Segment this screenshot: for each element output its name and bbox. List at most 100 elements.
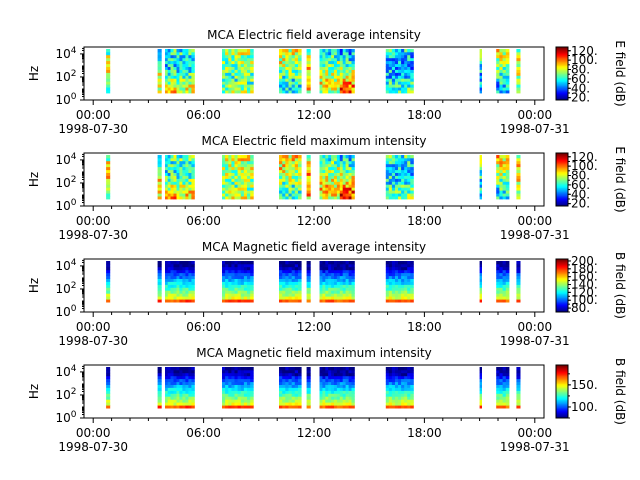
spectrogram-cell: [279, 175, 283, 179]
spectrogram-cell: [328, 269, 332, 274]
spectrogram-cell: [404, 266, 408, 271]
spectrogram-cell: [479, 390, 482, 394]
spectrogram-cell: [385, 375, 390, 380]
spectrogram-cell: [191, 184, 195, 188]
spectrogram-cell: [182, 375, 186, 380]
spectrogram-cell: [298, 155, 302, 159]
spectrogram-cell: [410, 261, 414, 265]
spectrogram-cell: [231, 299, 235, 303]
spectrogram-cell: [250, 372, 254, 377]
spectrogram-cell: [404, 272, 408, 277]
spectrogram-cell: [231, 405, 235, 409]
spectrogram-cell: [298, 87, 302, 91]
spectrogram-cell: [240, 384, 245, 388]
spectrogram-cell: [191, 84, 195, 88]
spectrogram-cell: [282, 290, 286, 294]
spectrogram-cell: [404, 190, 408, 194]
spectrogram-cell: [243, 155, 248, 159]
spectrogram-cell: [228, 390, 232, 394]
spectrogram-cell: [165, 169, 169, 173]
spectrogram-cell: [243, 284, 248, 288]
spectrogram-cell: [165, 399, 169, 403]
spectrogram-cell: [234, 287, 238, 291]
spectrogram-cell: [288, 284, 293, 288]
spectrogram-cell: [237, 281, 242, 285]
spectrogram-cell: [391, 175, 396, 179]
spectrogram-cell: [231, 196, 235, 200]
spectrogram-cell: [499, 72, 503, 76]
spectrogram-cell: [306, 272, 311, 277]
spectrogram-cell: [176, 175, 180, 179]
spectrogram-cell: [279, 172, 283, 176]
spectrogram-cell: [306, 269, 311, 274]
spectrogram-cell: [407, 384, 411, 388]
spectrogram-cell: [348, 281, 352, 285]
spectrogram-cell: [348, 160, 352, 165]
spectrogram-cell: [231, 290, 235, 294]
spectrogram-cell: [279, 290, 283, 294]
spectrogram-cell: [336, 54, 341, 59]
spectrogram-cell: [342, 299, 346, 303]
spectrogram-cell: [339, 299, 344, 303]
spectrogram-cell: [505, 193, 510, 197]
spectrogram-cell: [499, 381, 503, 385]
spectrogram-cell: [385, 369, 390, 374]
spectrogram-cell: [345, 81, 349, 85]
spectrogram-cell: [282, 272, 286, 277]
spectrogram-cell: [106, 84, 111, 88]
spectrogram-cell: [225, 381, 229, 385]
spectrogram-cell: [328, 163, 332, 168]
spectrogram-cell: [288, 375, 293, 380]
spectrogram-cell: [331, 166, 335, 171]
spectrogram-cell: [240, 81, 245, 85]
spectrogram-cell: [351, 51, 355, 56]
spectrogram-cell: [479, 49, 482, 53]
spectrogram-cell: [173, 375, 177, 380]
spectrogram-cell: [282, 157, 286, 162]
spectrogram-cell: [404, 396, 408, 400]
spectrogram-cell: [407, 369, 411, 374]
colorbar-segment: [556, 48, 568, 51]
spectrogram-cell: [385, 193, 390, 197]
spectrogram-cell: [391, 263, 396, 268]
spectrogram-cell: [285, 369, 289, 374]
colorbar-frame: [555, 46, 569, 101]
spectrogram-cell: [170, 196, 174, 200]
spectrogram-cell: [191, 390, 195, 394]
spectrogram-cell: [170, 160, 174, 165]
spectrogram-cell: [410, 49, 414, 53]
spectrogram-cell: [185, 160, 189, 165]
spectrogram-cell: [328, 281, 332, 285]
spectrogram-cell: [319, 187, 323, 191]
spectrogram-cell: [188, 378, 192, 383]
spectrogram-cell: [234, 187, 238, 191]
spectrogram-cell: [247, 75, 251, 79]
spectrogram-cell: [182, 287, 186, 291]
spectrogram-cell: [182, 396, 186, 400]
spectrogram-cell: [385, 399, 390, 403]
spectrogram-cell: [306, 384, 311, 388]
spectrogram-cell: [348, 157, 352, 162]
spectrogram-cell: [348, 284, 352, 288]
spectrogram-cell: [496, 275, 500, 279]
spectrogram-cell: [388, 287, 393, 291]
spectrogram-cell: [516, 293, 521, 297]
spectrogram-cell: [334, 396, 338, 400]
spectrogram-cell: [231, 384, 235, 388]
x-tick-label: 00:00: [518, 426, 553, 440]
spectrogram-cell: [157, 155, 162, 159]
spectrogram-cell: [157, 399, 162, 403]
spectrogram-cell: [279, 155, 283, 159]
spectrogram-cell: [391, 172, 396, 176]
spectrogram-cell: [395, 378, 399, 383]
spectrogram-cell: [188, 263, 192, 268]
spectrogram-cell: [388, 381, 393, 385]
spectrogram-cell: [185, 78, 189, 82]
spectrogram-cell: [228, 367, 232, 371]
spectrogram-cell: [336, 196, 341, 200]
spectrogram-cell: [336, 169, 341, 173]
spectrogram-cell: [342, 81, 346, 85]
spectrogram-cell: [410, 293, 414, 297]
spectrogram-cell: [157, 184, 162, 188]
spectrogram-cell: [395, 187, 399, 191]
